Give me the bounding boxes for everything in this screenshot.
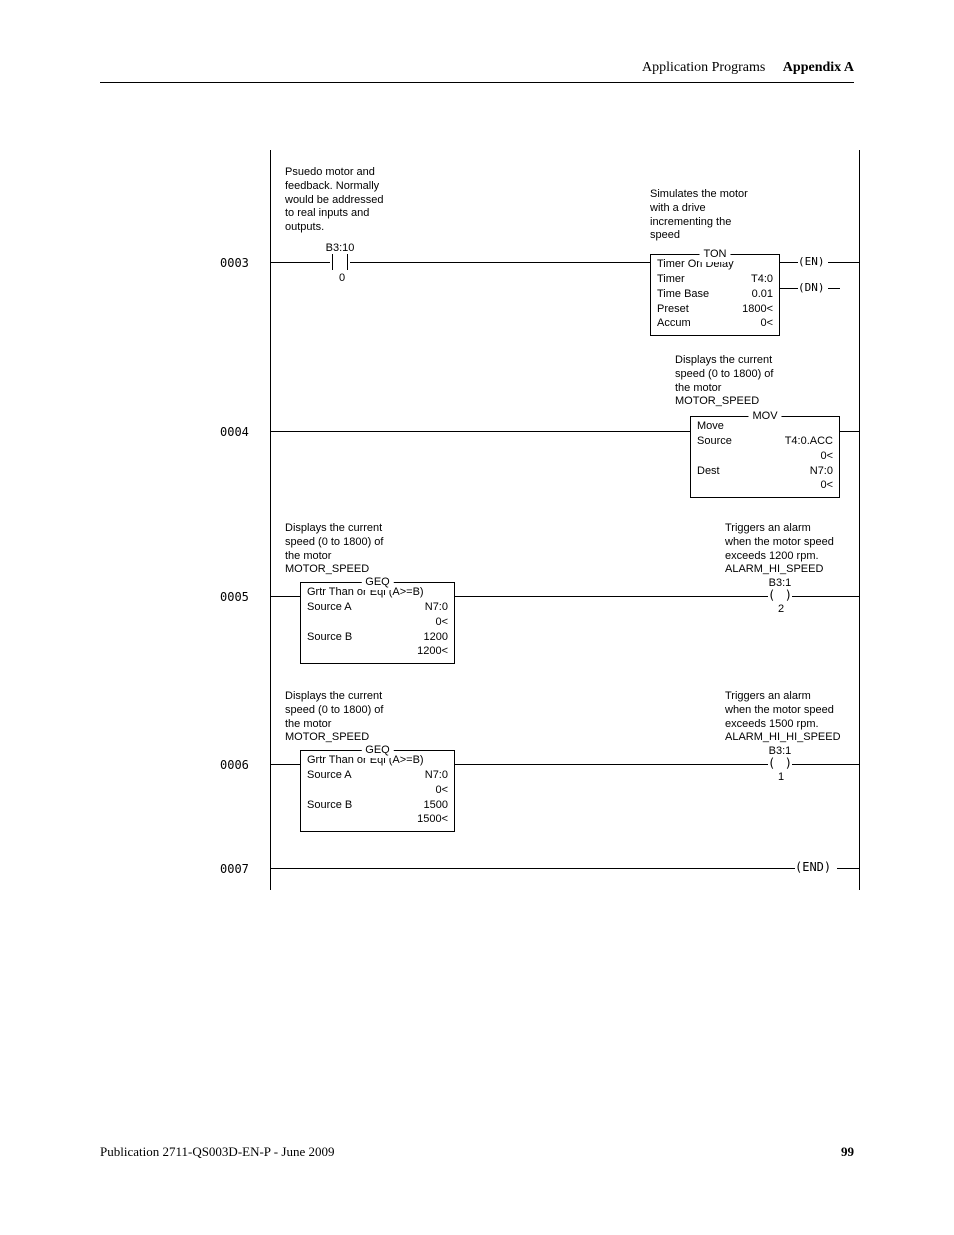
rung3-right-desc: Simulates the motor with a drive increme… xyxy=(650,188,780,243)
dn-label: DN xyxy=(805,281,818,294)
xic-bit: 0 xyxy=(337,272,347,286)
right-rail xyxy=(859,150,860,890)
ton-title: TON xyxy=(699,247,730,262)
ton-accum-val: 0< xyxy=(760,316,773,331)
wire xyxy=(270,262,330,263)
wire xyxy=(270,431,690,432)
wire xyxy=(755,764,768,765)
end-label: END xyxy=(802,860,824,874)
geq-b-val: 1500 xyxy=(424,798,448,813)
wire xyxy=(780,288,798,289)
header-rule xyxy=(100,82,854,83)
coil-bit: 1 xyxy=(776,771,786,785)
ton-box: TON Timer On Delay TimerT4:0 Time Base0.… xyxy=(650,254,780,336)
mov-title: MOV xyxy=(748,409,781,424)
footer-pub: Publication 2711-QS003D-EN-P - June 2009 xyxy=(100,1144,334,1160)
page: Application Programs Appendix A Publicat… xyxy=(0,0,954,1235)
wire xyxy=(755,596,768,597)
ton-preset-lbl: Preset xyxy=(657,302,689,317)
rung-number: 0004 xyxy=(220,425,249,439)
rung6-left-desc: Displays the current speed (0 to 1800) o… xyxy=(285,690,425,745)
footer-page: 99 xyxy=(841,1144,854,1160)
geq-title: GEQ xyxy=(361,743,393,758)
en-label: EN xyxy=(805,255,818,268)
geq-title: GEQ xyxy=(361,575,393,590)
rung-number: 0003 xyxy=(220,256,249,270)
wire xyxy=(792,596,860,597)
geq-a-lbl: Source A xyxy=(307,768,352,783)
rung5-right-desc: Triggers an alarm when the motor speed e… xyxy=(725,522,865,577)
ton-timer-lbl: Timer xyxy=(657,272,685,287)
geq-a-val: N7:0 xyxy=(425,600,448,615)
wire xyxy=(792,764,860,765)
wire xyxy=(270,764,300,765)
mov-dest-lbl: Dest xyxy=(697,464,720,479)
geq-b-val: 1200 xyxy=(424,630,448,645)
mov-src-val: T4:0.ACC xyxy=(785,434,833,449)
rung3-left-desc: Psuedo motor and feedback. Normally woul… xyxy=(285,166,405,235)
rung-number: 0007 xyxy=(220,862,249,876)
wire xyxy=(828,288,840,289)
wire xyxy=(350,262,650,263)
mov-src-lbl: Source xyxy=(697,434,732,449)
wire xyxy=(455,596,755,597)
output-coil: ( ) xyxy=(768,756,792,770)
geq-b-sub: 1500< xyxy=(417,812,448,827)
mov-dest-val: N7:0 xyxy=(810,464,833,479)
ton-accum-lbl: Accum xyxy=(657,316,691,331)
ton-base-lbl: Time Base xyxy=(657,287,709,302)
geq-a-sub: 0< xyxy=(435,783,448,798)
output-coil: ( ) xyxy=(768,588,792,602)
geq-b-lbl: Source B xyxy=(307,798,352,813)
rung-number: 0005 xyxy=(220,590,249,604)
rung5-left-desc: Displays the current speed (0 to 1800) o… xyxy=(285,522,425,577)
rung4-right-desc: Displays the current speed (0 to 1800) o… xyxy=(675,354,815,409)
dn-coil: (DN) xyxy=(798,281,825,294)
ladder-diagram: 0003 Psuedo motor and feedback. Normally… xyxy=(220,150,860,890)
geq-b-sub: 1200< xyxy=(417,644,448,659)
ton-timer-val: T4:0 xyxy=(751,272,773,287)
geq-box: GEQ Grtr Than or Eql (A>=B) Source AN7:0… xyxy=(300,750,455,832)
page-header: Application Programs Appendix A xyxy=(642,60,854,76)
left-rail xyxy=(270,150,271,890)
coil-bit: 2 xyxy=(776,603,786,617)
en-coil: (EN) xyxy=(798,255,825,268)
wire xyxy=(270,868,795,869)
geq-b-lbl: Source B xyxy=(307,630,352,645)
xic-contact xyxy=(330,254,350,270)
wire xyxy=(840,431,860,432)
wire xyxy=(270,596,300,597)
geq-a-lbl: Source A xyxy=(307,600,352,615)
wire xyxy=(455,764,755,765)
geq-box: GEQ Grtr Than or Eql (A>=B) Source AN7:0… xyxy=(300,582,455,664)
ton-preset-val: 1800< xyxy=(742,302,773,317)
ton-base-val: 0.01 xyxy=(752,287,773,302)
header-section: Application Programs xyxy=(642,60,765,75)
header-appendix: Appendix A xyxy=(783,60,854,75)
end-instruction: (END) xyxy=(795,860,831,874)
rung6-right-desc: Triggers an alarm when the motor speed e… xyxy=(725,690,875,745)
wire xyxy=(837,868,860,869)
mov-box: MOV Move SourceT4:0.ACC 0< DestN7:0 0< xyxy=(690,416,840,498)
mov-src-sub: 0< xyxy=(820,449,833,464)
mov-dest-sub: 0< xyxy=(820,478,833,493)
wire xyxy=(828,262,860,263)
wire xyxy=(780,262,798,263)
rung-number: 0006 xyxy=(220,758,249,772)
geq-a-val: N7:0 xyxy=(425,768,448,783)
geq-a-sub: 0< xyxy=(435,615,448,630)
